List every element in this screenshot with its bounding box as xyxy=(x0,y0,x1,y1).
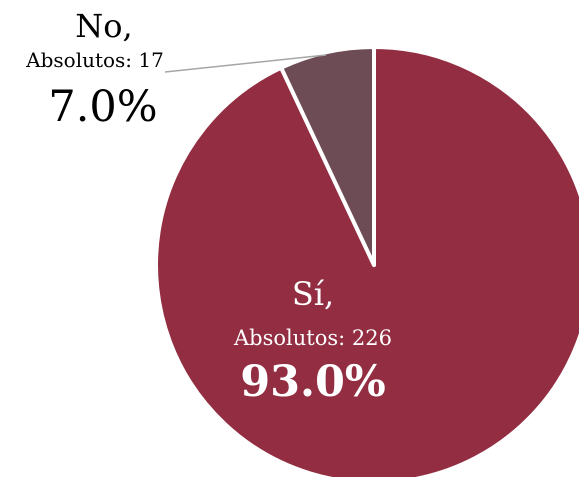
pie-slices xyxy=(154,45,579,477)
slice-label-no-percent: 7.0% xyxy=(48,82,157,132)
slice-label-si-name: Sí, xyxy=(292,275,334,313)
pie-slice-si xyxy=(154,45,579,477)
leader-line-no xyxy=(164,54,327,73)
pie-slice-no xyxy=(279,45,376,267)
slice-label-si-percent: 93.0% xyxy=(240,357,386,407)
slice-label-no-absolute: Absolutos: 17 xyxy=(25,48,164,72)
slice-label-si-absolute: Absolutos: 226 xyxy=(233,326,392,350)
slice-label-no-name: No, xyxy=(75,7,132,45)
